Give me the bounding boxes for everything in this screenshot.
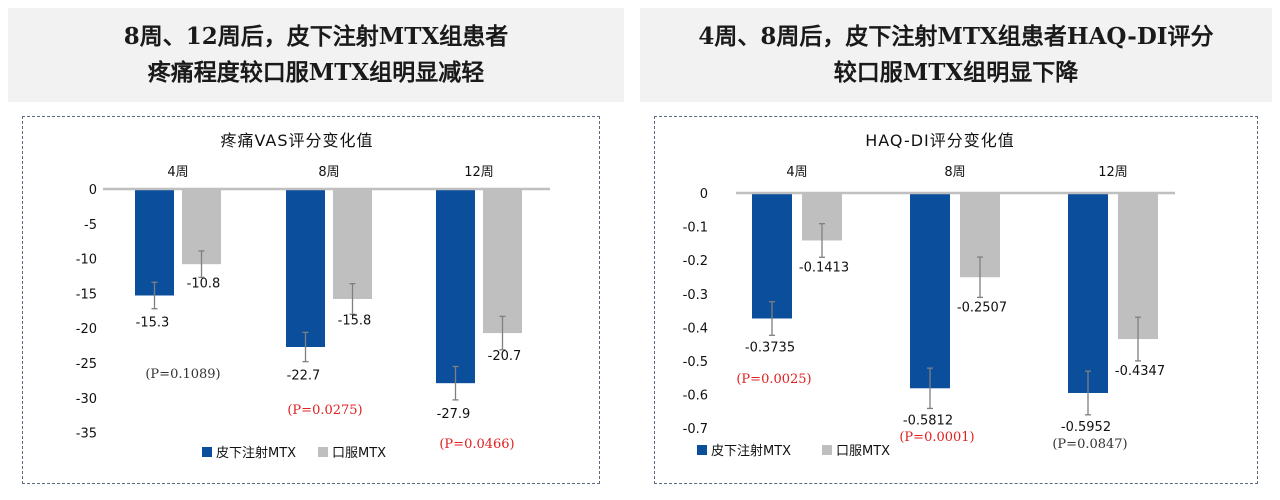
vas-data-label: -15.8 bbox=[338, 313, 372, 328]
vas-chart-title: 疼痛VAS评分变化值 bbox=[220, 131, 373, 150]
vas-p-value: (P=0.0275) bbox=[287, 403, 362, 418]
vas-chart-frame bbox=[22, 116, 600, 484]
haq-chart-title: HAQ-DI评分变化值 bbox=[865, 131, 1015, 150]
haq-data-label: -0.5812 bbox=[903, 413, 953, 428]
haq-legend-swatch bbox=[822, 445, 832, 455]
vas-bar-oral bbox=[333, 189, 372, 299]
vas-bar-sc bbox=[436, 189, 475, 384]
vas-ytick-label: -5 bbox=[84, 218, 97, 233]
vas-bar-sc bbox=[286, 189, 325, 347]
vas-category-label: 4周 bbox=[167, 165, 188, 180]
haq-p-value: (P=0.0847) bbox=[1052, 437, 1127, 452]
vas-data-label: -22.7 bbox=[287, 369, 321, 384]
haq-bar-sc bbox=[752, 193, 792, 319]
haq-ytick-label: -0.3 bbox=[683, 288, 708, 303]
haq-p-value: (P=0.0025) bbox=[736, 372, 811, 387]
vas-legend-swatch bbox=[202, 447, 212, 457]
vas-data-label: -20.7 bbox=[488, 349, 522, 364]
haq-ytick-label: 0 bbox=[700, 187, 708, 202]
vas-category-label: 12周 bbox=[464, 165, 494, 180]
haq-data-label: -0.3735 bbox=[745, 340, 795, 355]
vas-category-label: 8周 bbox=[318, 165, 339, 180]
right-heading-line-1: 4周、8周后，皮下注射MTX组患者HAQ-DI评分 bbox=[698, 23, 1214, 50]
haq-ytick-label: -0.4 bbox=[683, 321, 708, 336]
haq-bar-oral bbox=[1118, 193, 1158, 340]
vas-ytick-label: -20 bbox=[76, 322, 97, 337]
vas-data-label: -10.8 bbox=[187, 276, 221, 291]
haq-bar-sc bbox=[910, 193, 950, 389]
haq-category-label: 12周 bbox=[1098, 165, 1128, 180]
left-panel-heading: 8周、12周后，皮下注射MTX组患者 疼痛程度较口服MTX组明显减轻 bbox=[8, 8, 624, 102]
left-heading-line-1: 8周、12周后，皮下注射MTX组患者 bbox=[123, 23, 509, 50]
haq-data-label: -0.2507 bbox=[957, 300, 1007, 315]
vas-ytick-label: -35 bbox=[76, 427, 97, 442]
vas-legend-label: 皮下注射MTX bbox=[216, 445, 296, 461]
haq-chart-frame bbox=[654, 116, 1258, 484]
haq-legend-label: 口服MTX bbox=[836, 444, 890, 459]
haq-category-label: 4周 bbox=[786, 165, 807, 180]
haq-ytick-label: -0.5 bbox=[683, 355, 708, 370]
haq-legend-swatch bbox=[697, 445, 707, 455]
vas-legend-swatch bbox=[318, 447, 328, 457]
haq-ytick-label: -0.1 bbox=[683, 221, 708, 236]
vas-ytick-label: -15 bbox=[76, 287, 97, 302]
haq-data-label: -0.1413 bbox=[799, 260, 849, 275]
haq-data-label: -0.5952 bbox=[1061, 420, 1111, 435]
vas-p-value: (P=0.0466) bbox=[439, 437, 514, 452]
right-heading-line-2: 较口服MTX组明显下降 bbox=[833, 59, 1079, 86]
vas-bar-sc bbox=[135, 189, 174, 296]
left-heading-line-2: 疼痛程度较口服MTX组明显减轻 bbox=[147, 59, 485, 86]
haq-data-label: -0.4347 bbox=[1115, 364, 1165, 379]
haq-category-label: 8周 bbox=[944, 165, 965, 180]
vas-data-label: -27.9 bbox=[437, 407, 471, 422]
haq-ytick-label: -0.7 bbox=[683, 422, 708, 437]
vas-legend-label: 口服MTX bbox=[332, 446, 386, 461]
vas-data-label: -15.3 bbox=[136, 316, 170, 331]
haq-p-value: (P=0.0001) bbox=[899, 430, 974, 445]
haq-ytick-label: -0.6 bbox=[683, 389, 708, 404]
vas-ytick-label: -25 bbox=[76, 357, 97, 372]
vas-ytick-label: -30 bbox=[76, 392, 97, 407]
haq-bar-sc bbox=[1068, 193, 1108, 393]
vas-bar-oral bbox=[483, 189, 522, 334]
haq-legend-label: 皮下注射MTX bbox=[711, 443, 791, 459]
vas-p-value: (P=0.1089) bbox=[145, 367, 220, 382]
right-panel-heading: 4周、8周后，皮下注射MTX组患者HAQ-DI评分 较口服MTX组明显下降 bbox=[640, 8, 1272, 102]
haq-ytick-label: -0.2 bbox=[683, 254, 708, 269]
vas-ytick-label: 0 bbox=[89, 183, 97, 198]
vas-ytick-label: -10 bbox=[76, 253, 97, 268]
